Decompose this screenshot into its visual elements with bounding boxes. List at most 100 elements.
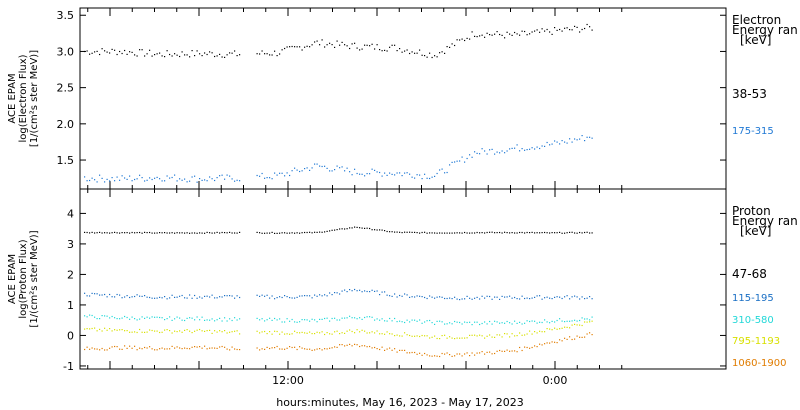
- legend-title-line: Energy ran: [732, 23, 798, 37]
- data-point: [424, 173, 426, 175]
- data-point: [369, 332, 371, 334]
- data-point: [151, 178, 153, 181]
- data-point: [266, 177, 268, 179]
- data-point: [571, 320, 573, 322]
- data-point: [429, 355, 431, 357]
- data-point: [361, 48, 363, 50]
- data-point: [524, 297, 526, 300]
- data-point: [491, 353, 493, 355]
- data-point: [581, 317, 583, 319]
- data-point: [339, 44, 341, 46]
- data-point: [234, 330, 236, 332]
- data-point: [154, 316, 156, 318]
- data-point: [151, 232, 153, 234]
- data-point: [494, 320, 496, 322]
- data-point: [84, 231, 86, 233]
- data-point: [304, 295, 306, 297]
- data-point: [479, 323, 481, 326]
- legend-title-line: [keV]: [740, 33, 771, 47]
- data-point: [276, 55, 278, 57]
- data-point: [109, 52, 111, 54]
- data-point: [564, 321, 566, 323]
- data-point: [369, 45, 371, 47]
- data-point: [356, 47, 358, 49]
- data-point: [334, 292, 336, 294]
- data-point: [356, 290, 358, 292]
- data-point: [554, 27, 556, 29]
- data-point: [514, 31, 516, 34]
- data-point: [154, 54, 156, 56]
- data-point: [576, 139, 578, 141]
- data-point: [179, 55, 181, 58]
- data-point: [516, 351, 518, 353]
- data-point: [199, 178, 201, 180]
- data-point: [414, 296, 416, 298]
- data-point: [459, 353, 461, 355]
- data-point: [366, 346, 368, 348]
- data-point: [491, 231, 493, 233]
- data-point: [371, 229, 373, 231]
- data-point: [536, 146, 538, 148]
- data-point: [366, 44, 368, 46]
- data-point: [134, 178, 136, 181]
- data-point: [326, 230, 328, 232]
- data-point: [376, 229, 378, 231]
- data-point: [499, 231, 501, 234]
- data-point: [94, 327, 96, 329]
- data-point: [564, 337, 566, 339]
- data-point: [94, 51, 96, 53]
- data-point: [579, 231, 581, 234]
- data-point: [554, 327, 556, 329]
- legend-series-label: 175-315: [732, 126, 774, 137]
- data-point: [399, 48, 401, 50]
- data-point: [429, 232, 431, 234]
- data-point: [339, 319, 341, 321]
- data-point: [484, 337, 486, 339]
- data-point: [109, 232, 111, 234]
- data-point: [456, 232, 458, 234]
- data-point: [399, 231, 401, 233]
- data-point: [446, 297, 448, 300]
- data-point: [489, 295, 491, 298]
- data-point: [234, 232, 236, 234]
- data-point: [204, 232, 206, 234]
- data-point: [284, 175, 286, 177]
- data-point: [106, 232, 108, 234]
- data-point: [181, 179, 183, 181]
- data-point: [454, 338, 456, 340]
- data-point: [311, 297, 313, 299]
- data-point: [589, 321, 591, 323]
- data-point: [459, 321, 461, 324]
- data-point: [331, 294, 333, 296]
- data-point: [481, 295, 483, 297]
- data-point: [119, 329, 121, 331]
- data-point: [426, 232, 428, 234]
- data-point: [484, 321, 486, 323]
- data-point: [199, 296, 201, 298]
- data-point: [461, 323, 463, 325]
- data-point: [229, 295, 231, 297]
- data-point: [386, 50, 388, 52]
- data-point: [114, 49, 116, 51]
- data-point: [131, 347, 133, 349]
- data-point: [296, 321, 298, 323]
- data-point: [509, 336, 511, 338]
- data-point: [311, 349, 313, 351]
- data-point: [401, 175, 403, 177]
- data-point: [516, 33, 518, 35]
- data-point: [481, 335, 483, 337]
- data-point: [196, 316, 198, 318]
- data-point: [239, 54, 241, 56]
- data-point: [209, 232, 211, 234]
- data-point: [399, 335, 401, 337]
- data-point: [94, 232, 96, 234]
- data-point: [111, 346, 113, 348]
- data-point: [539, 31, 541, 33]
- data-point: [124, 177, 126, 179]
- data-point: [219, 317, 221, 319]
- data-point: [164, 180, 166, 182]
- data-point: [169, 177, 171, 179]
- data-point: [121, 232, 123, 234]
- data-point: [444, 232, 446, 234]
- data-point: [89, 314, 91, 316]
